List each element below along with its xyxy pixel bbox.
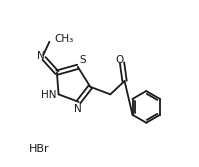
Text: HBr: HBr: [29, 144, 50, 154]
Text: S: S: [79, 55, 86, 65]
Text: N: N: [74, 104, 82, 114]
Text: O: O: [115, 55, 123, 65]
Text: HN: HN: [41, 90, 56, 100]
Text: N: N: [36, 51, 44, 61]
Text: CH₃: CH₃: [54, 34, 73, 44]
